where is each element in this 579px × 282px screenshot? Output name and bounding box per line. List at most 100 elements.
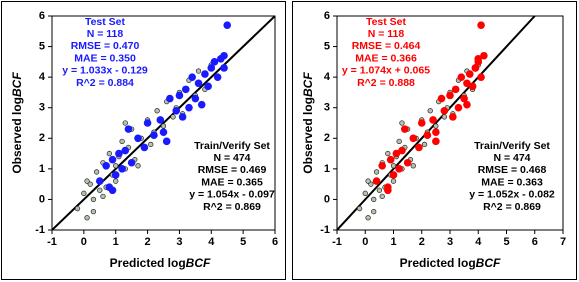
annotation-line: MAE = 0.365 bbox=[201, 176, 263, 188]
train-point bbox=[113, 163, 119, 169]
annotation-line: MAE = 0.366 bbox=[355, 52, 417, 64]
annotation-line: y = 1.074x + 0.065 bbox=[342, 65, 430, 77]
train-point bbox=[441, 114, 448, 120]
test-point bbox=[188, 73, 196, 81]
x-tick-label: 4 bbox=[475, 236, 482, 248]
x-tick-label: 3 bbox=[447, 236, 453, 248]
annotation-line: Test Set bbox=[366, 16, 407, 28]
train-point bbox=[97, 187, 103, 193]
train-point bbox=[113, 178, 119, 184]
x-tick-label: 2 bbox=[419, 236, 425, 248]
x-tick-label: 1 bbox=[390, 236, 396, 248]
y-tick-label: 0 bbox=[324, 193, 330, 205]
train-point bbox=[399, 120, 405, 126]
test-point bbox=[465, 70, 474, 78]
y-tick-label: 3 bbox=[324, 102, 330, 114]
train-point bbox=[119, 138, 125, 144]
x-tick-label: 3 bbox=[176, 236, 182, 248]
y-axis-label: Observed logBCF bbox=[10, 72, 24, 174]
train-point bbox=[90, 196, 97, 203]
test-point bbox=[446, 91, 454, 100]
train-point bbox=[371, 209, 377, 215]
annotation-line: RMSE = 0.469 bbox=[198, 164, 267, 176]
annotation-line: N = 118 bbox=[87, 28, 124, 40]
test-point bbox=[115, 149, 123, 158]
test-point bbox=[108, 155, 117, 164]
test-point bbox=[384, 186, 392, 195]
annotation-line: Test Set bbox=[85, 16, 126, 28]
test-point bbox=[432, 128, 440, 136]
test-point bbox=[474, 55, 483, 63]
y-tick-label: 2 bbox=[324, 132, 330, 144]
test-point bbox=[162, 137, 171, 146]
x-tick-label: 2 bbox=[145, 236, 151, 248]
train-point bbox=[154, 108, 160, 114]
y-tick-label: 4 bbox=[324, 71, 331, 83]
train-point bbox=[195, 68, 202, 74]
y-tick-label: -1 bbox=[35, 224, 45, 236]
test-point bbox=[178, 113, 187, 121]
test-point bbox=[451, 85, 460, 94]
annotation-line: N = 118 bbox=[368, 28, 405, 40]
annotation-line: RMSE = 0.468 bbox=[478, 164, 547, 176]
test-point bbox=[398, 146, 406, 155]
train-point bbox=[433, 123, 439, 129]
test-point bbox=[457, 73, 466, 81]
annotation-line: MAE = 0.350 bbox=[74, 52, 136, 64]
test-point bbox=[111, 171, 120, 179]
annotation-line: R^2 = 0.869 bbox=[483, 201, 541, 213]
x-axis-label-part: Predicted log bbox=[110, 256, 186, 270]
train-point bbox=[396, 138, 402, 144]
y-tick-label: 5 bbox=[39, 40, 45, 52]
test-point bbox=[378, 162, 387, 170]
x-tick-label: 0 bbox=[81, 236, 87, 248]
test-point bbox=[468, 82, 477, 91]
x-tick-label: 1 bbox=[113, 236, 119, 248]
test-point bbox=[460, 94, 468, 103]
train-point bbox=[74, 205, 81, 212]
test-point bbox=[417, 119, 426, 127]
test-point bbox=[118, 165, 126, 173]
y-tick-label: 1 bbox=[39, 163, 45, 175]
test-point bbox=[480, 51, 488, 60]
y-axis-label-part: Observed log bbox=[301, 97, 315, 174]
test-point bbox=[220, 51, 228, 60]
train-point bbox=[106, 150, 112, 157]
test-point bbox=[166, 94, 174, 103]
test-point bbox=[471, 64, 480, 72]
annotation-line: y = 1.033x - 0.129 bbox=[62, 65, 148, 77]
test-point bbox=[392, 149, 401, 158]
train-point bbox=[373, 169, 380, 175]
test-point bbox=[409, 134, 418, 143]
panel-border bbox=[1, 1, 286, 280]
annotation-line: N = 474 bbox=[213, 152, 250, 164]
test-point bbox=[395, 165, 403, 173]
x-tick-label: 4 bbox=[208, 236, 215, 248]
train-point bbox=[379, 193, 385, 200]
test-point bbox=[172, 106, 181, 115]
y-tick-label: 5 bbox=[324, 40, 330, 52]
annotation-line: RMSE = 0.470 bbox=[71, 40, 140, 52]
x-axis-label: Predicted logBCF bbox=[110, 256, 211, 270]
plot-area bbox=[52, 16, 275, 230]
plot-area bbox=[337, 16, 536, 230]
test-point bbox=[156, 116, 165, 124]
train-point bbox=[410, 163, 416, 169]
y-tick-label: 0 bbox=[39, 193, 45, 205]
test-point bbox=[207, 64, 216, 72]
test-point bbox=[386, 155, 395, 164]
y-tick-label: 6 bbox=[39, 10, 45, 22]
test-point bbox=[210, 58, 219, 66]
y-tick-label: 3 bbox=[39, 102, 45, 114]
x-tick-label: 7 bbox=[560, 236, 566, 248]
x-tick-label: 0 bbox=[362, 236, 368, 248]
test-point bbox=[197, 100, 206, 109]
test-point bbox=[423, 131, 432, 140]
test-point bbox=[389, 171, 398, 179]
x-axis-label-part: BCF bbox=[186, 256, 211, 270]
x-tick-label: 6 bbox=[272, 236, 278, 248]
train-point bbox=[90, 209, 97, 215]
annotation-line: y = 1.052x - 0.082 bbox=[469, 189, 555, 201]
